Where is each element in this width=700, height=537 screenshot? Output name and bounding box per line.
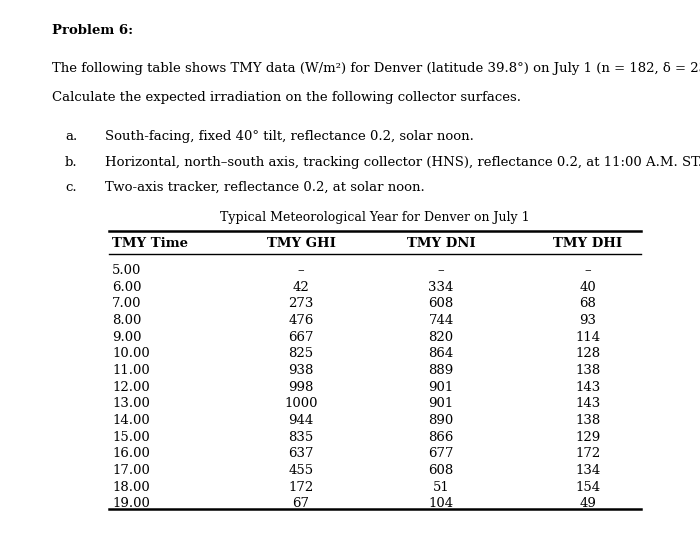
Text: 637: 637 xyxy=(288,447,314,460)
Text: 40: 40 xyxy=(580,281,596,294)
Text: 14.00: 14.00 xyxy=(112,414,150,427)
Text: 7.00: 7.00 xyxy=(112,297,141,310)
Text: Horizontal, north–south axis, tracking collector (HNS), reflectance 0.2, at 11:0: Horizontal, north–south axis, tracking c… xyxy=(105,156,700,169)
Text: 6.00: 6.00 xyxy=(112,281,141,294)
Text: 820: 820 xyxy=(428,331,454,344)
Text: 835: 835 xyxy=(288,431,314,444)
Text: 15.00: 15.00 xyxy=(112,431,150,444)
Text: 1000: 1000 xyxy=(284,397,318,410)
Text: South-facing, fixed 40° tilt, reflectance 0.2, solar noon.: South-facing, fixed 40° tilt, reflectanc… xyxy=(105,130,474,143)
Text: 104: 104 xyxy=(428,497,454,510)
Text: 901: 901 xyxy=(428,397,454,410)
Text: The following table shows TMY data (W/m²) for Denver (latitude 39.8°) on July 1 : The following table shows TMY data (W/m²… xyxy=(52,62,700,75)
Text: 134: 134 xyxy=(575,464,601,477)
Text: 13.00: 13.00 xyxy=(112,397,150,410)
Text: 608: 608 xyxy=(428,464,454,477)
Text: 49: 49 xyxy=(580,497,596,510)
Text: TMY GHI: TMY GHI xyxy=(267,237,335,250)
Text: TMY DHI: TMY DHI xyxy=(554,237,622,250)
Text: 143: 143 xyxy=(575,381,601,394)
Text: 17.00: 17.00 xyxy=(112,464,150,477)
Text: 154: 154 xyxy=(575,481,601,494)
Text: 67: 67 xyxy=(293,497,309,510)
Text: 273: 273 xyxy=(288,297,314,310)
Text: 5.00: 5.00 xyxy=(112,264,141,277)
Text: 901: 901 xyxy=(428,381,454,394)
Text: Typical Meteorological Year for Denver on July 1: Typical Meteorological Year for Denver o… xyxy=(220,211,529,223)
Text: 143: 143 xyxy=(575,397,601,410)
Text: 334: 334 xyxy=(428,281,454,294)
Text: –: – xyxy=(298,264,304,277)
Text: Calculate the expected irradiation on the following collector surfaces.: Calculate the expected irradiation on th… xyxy=(52,91,522,104)
Text: 476: 476 xyxy=(288,314,314,327)
Text: 128: 128 xyxy=(575,347,601,360)
Text: b.: b. xyxy=(65,156,78,169)
Text: 138: 138 xyxy=(575,414,601,427)
Text: 744: 744 xyxy=(428,314,454,327)
Text: 890: 890 xyxy=(428,414,454,427)
Text: 8.00: 8.00 xyxy=(112,314,141,327)
Text: c.: c. xyxy=(65,181,77,194)
Text: 19.00: 19.00 xyxy=(112,497,150,510)
Text: 998: 998 xyxy=(288,381,314,394)
Text: 51: 51 xyxy=(433,481,449,494)
Text: 889: 889 xyxy=(428,364,454,377)
Text: 12.00: 12.00 xyxy=(112,381,150,394)
Text: 114: 114 xyxy=(575,331,601,344)
Text: 825: 825 xyxy=(288,347,314,360)
Text: TMY DNI: TMY DNI xyxy=(407,237,475,250)
Text: Problem 6:: Problem 6: xyxy=(52,24,134,37)
Text: 455: 455 xyxy=(288,464,314,477)
Text: 944: 944 xyxy=(288,414,314,427)
Text: 16.00: 16.00 xyxy=(112,447,150,460)
Text: a.: a. xyxy=(65,130,77,143)
Text: 10.00: 10.00 xyxy=(112,347,150,360)
Text: 866: 866 xyxy=(428,431,454,444)
Text: 138: 138 xyxy=(575,364,601,377)
Text: –: – xyxy=(584,264,592,277)
Text: TMY Time: TMY Time xyxy=(112,237,188,250)
Text: 667: 667 xyxy=(288,331,314,344)
Text: 864: 864 xyxy=(428,347,454,360)
Text: 938: 938 xyxy=(288,364,314,377)
Text: 172: 172 xyxy=(575,447,601,460)
Text: 677: 677 xyxy=(428,447,454,460)
Text: 93: 93 xyxy=(580,314,596,327)
Text: Two-axis tracker, reflectance 0.2, at solar noon.: Two-axis tracker, reflectance 0.2, at so… xyxy=(105,181,425,194)
Text: 18.00: 18.00 xyxy=(112,481,150,494)
Text: 172: 172 xyxy=(288,481,314,494)
Text: 9.00: 9.00 xyxy=(112,331,141,344)
Text: 608: 608 xyxy=(428,297,454,310)
Text: 42: 42 xyxy=(293,281,309,294)
Text: 129: 129 xyxy=(575,431,601,444)
Text: –: – xyxy=(438,264,444,277)
Text: 11.00: 11.00 xyxy=(112,364,150,377)
Text: 68: 68 xyxy=(580,297,596,310)
